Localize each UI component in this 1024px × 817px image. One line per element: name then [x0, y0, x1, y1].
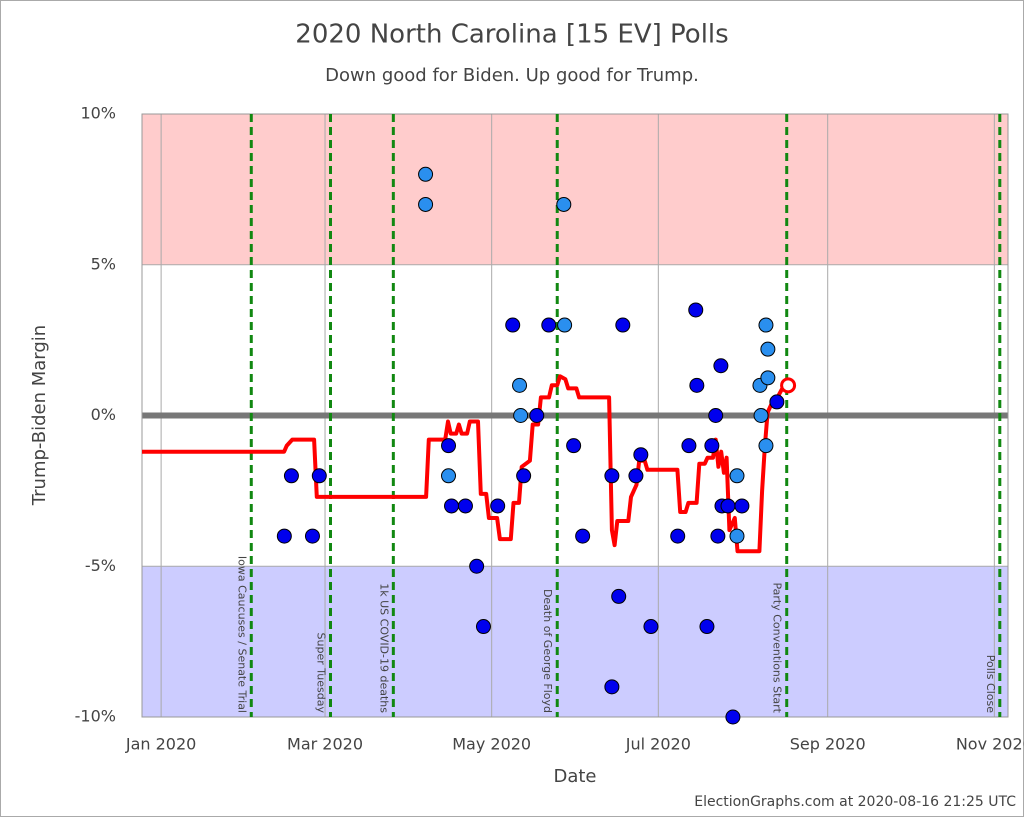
poll-point: [720, 498, 736, 514]
band: [142, 114, 1008, 265]
poll-point: [575, 528, 591, 544]
poll-point: [276, 528, 292, 544]
poll-point: [729, 528, 745, 544]
poll-point: [769, 394, 785, 410]
event-label: Polls Close: [984, 655, 997, 714]
poll-point: [541, 317, 557, 333]
poll-point: [529, 408, 545, 423]
poll-point: [681, 438, 697, 454]
poll-point: [633, 447, 649, 463]
event-label: Super Tuesday: [314, 633, 327, 714]
poll-point: [753, 408, 769, 423]
poll-point: [516, 468, 532, 484]
poll-point: [469, 558, 485, 574]
band: [142, 566, 1008, 717]
poll-point: [418, 166, 434, 182]
poll-point: [505, 317, 521, 333]
poll-point: [699, 619, 715, 635]
chart-subtitle: Down good for Biden. Up good for Trump.: [325, 65, 699, 86]
poll-point: [304, 528, 320, 544]
poll-point: [556, 196, 572, 212]
y-tick-label: 10%: [80, 104, 116, 123]
x-tick-label: Sep 2020: [790, 735, 866, 754]
poll-point: [704, 438, 720, 454]
poll-point: [615, 317, 631, 333]
footer: ElectionGraphs.com at 2020-08-16 21:25 U…: [694, 794, 1016, 810]
poll-point: [444, 498, 460, 514]
poll-point: [283, 468, 299, 484]
x-tick-label: May 2020: [452, 735, 531, 754]
poll-point: [713, 358, 729, 374]
poll-point: [441, 438, 457, 454]
poll-point: [760, 341, 776, 357]
x-tick-label: Mar 2020: [287, 735, 363, 754]
poll-point: [512, 377, 528, 393]
poll-point: [628, 468, 644, 484]
poll-point: [734, 498, 750, 514]
event-label: 1k US COVID-19 deaths: [377, 583, 390, 713]
poll-point: [557, 317, 573, 333]
poll-point: [604, 468, 620, 484]
poll-point: [758, 317, 774, 333]
x-tick-label: Jul 2020: [625, 735, 691, 754]
poll-point: [689, 377, 705, 393]
poll-point: [490, 498, 506, 514]
poll-point: [725, 709, 741, 725]
y-tick-label: 5%: [91, 254, 116, 273]
event-label: Death of George Floyd: [541, 589, 554, 713]
chart-title: 2020 North Carolina [15 EV] Polls: [295, 20, 728, 50]
poll-point: [760, 370, 776, 386]
poll-point: [475, 619, 491, 635]
poll-point: [441, 468, 457, 484]
poll-point: [566, 438, 582, 454]
event-label: Iowa Caucuses / Senate Trial: [235, 556, 248, 713]
y-tick-label: -10%: [75, 707, 116, 726]
poll-point: [729, 468, 745, 484]
average-line: [142, 374, 786, 554]
x-axis-title: Date: [553, 766, 596, 787]
poll-point: [688, 302, 704, 318]
event-label: Party Conventions Start: [771, 582, 784, 713]
latest-average: [780, 377, 797, 394]
plot-border: [141, 113, 1009, 718]
poll-point: [710, 528, 726, 544]
poll-point: [311, 468, 327, 484]
poll-point: [758, 438, 774, 454]
poll-point: [513, 408, 529, 423]
poll-point: [418, 196, 434, 212]
poll-point: [611, 588, 627, 604]
poll-point: [457, 498, 473, 514]
poll-point: [604, 679, 620, 695]
poll-point: [643, 619, 659, 635]
poll-point: [708, 408, 724, 423]
y-tick-label: 0%: [91, 405, 116, 424]
x-tick-label: Jan 2020: [125, 735, 196, 754]
x-tick-label: Nov 2020: [956, 735, 1024, 754]
y-axis-title: Trump-Biden Margin: [29, 325, 50, 506]
poll-point: [670, 528, 686, 544]
y-tick-label: -5%: [85, 556, 116, 575]
